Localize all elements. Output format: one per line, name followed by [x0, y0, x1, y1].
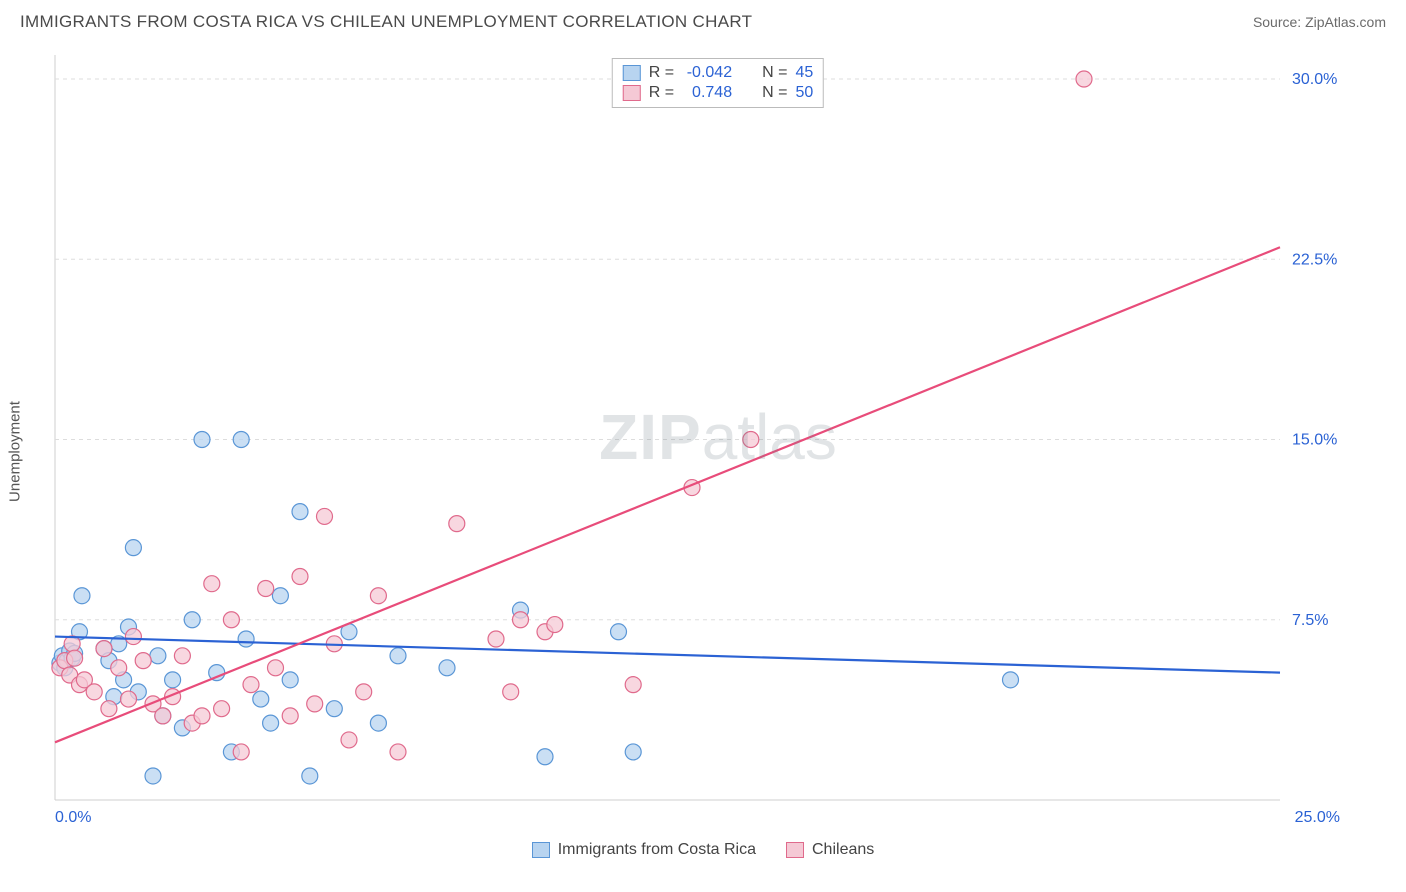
- r-label: R =: [649, 84, 674, 102]
- swatch-chileans: [623, 85, 641, 101]
- svg-text:25.0%: 25.0%: [1295, 809, 1340, 826]
- stats-legend: R = -0.042 N = 45 R = 0.748 N = 50: [612, 58, 824, 108]
- r-label: R =: [649, 64, 674, 82]
- stats-row-chileans: R = 0.748 N = 50: [623, 83, 813, 103]
- n-label: N =: [762, 84, 787, 102]
- scatter-plot: 7.5% 15.0% 22.5% 30.0% 0.0% 25.0%: [50, 50, 1350, 830]
- legend-swatch-costa-rica: [532, 842, 550, 858]
- svg-text:7.5%: 7.5%: [1292, 612, 1328, 629]
- r-value-costa-rica: -0.042: [682, 64, 732, 82]
- svg-text:22.5%: 22.5%: [1292, 251, 1337, 268]
- legend-label-costa-rica: Immigrants from Costa Rica: [558, 841, 756, 859]
- svg-text:15.0%: 15.0%: [1292, 432, 1337, 449]
- n-value-costa-rica: 45: [795, 64, 813, 82]
- n-value-chileans: 50: [795, 84, 813, 102]
- n-label: N =: [762, 64, 787, 82]
- swatch-costa-rica: [623, 65, 641, 81]
- legend-item-chileans: Chileans: [786, 841, 874, 859]
- y-axis-label: Unemployment: [7, 401, 24, 502]
- stats-row-costa-rica: R = -0.042 N = 45: [623, 63, 813, 83]
- legend-swatch-chileans: [786, 842, 804, 858]
- r-value-chileans: 0.748: [682, 84, 732, 102]
- source-attribution: Source: ZipAtlas.com: [1253, 14, 1386, 30]
- legend-label-chileans: Chileans: [812, 841, 874, 859]
- svg-text:30.0%: 30.0%: [1292, 71, 1337, 88]
- legend-item-costa-rica: Immigrants from Costa Rica: [532, 841, 756, 859]
- chart-area: Unemployment ZIPatlas R = -0.042 N = 45 …: [50, 50, 1386, 835]
- svg-text:0.0%: 0.0%: [55, 809, 91, 826]
- bottom-legend: Immigrants from Costa Rica Chileans: [0, 841, 1406, 859]
- chart-title: IMMIGRANTS FROM COSTA RICA VS CHILEAN UN…: [20, 12, 752, 32]
